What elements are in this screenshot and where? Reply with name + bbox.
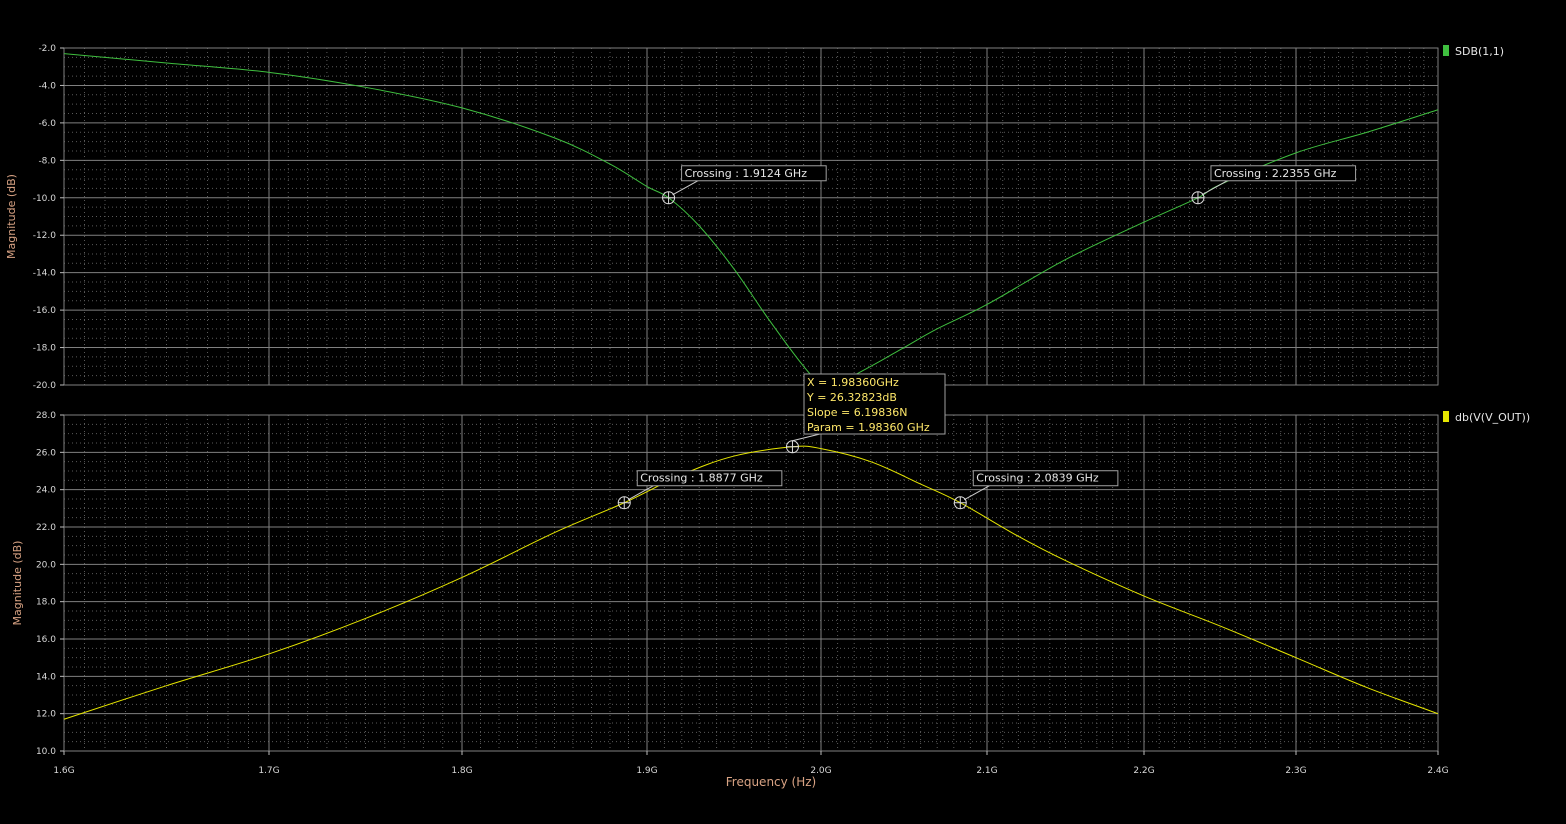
x-tick-label: 2.1G (976, 766, 997, 776)
y-tick-label: 26.0 (36, 448, 56, 458)
y-tick-label: 20.0 (36, 560, 56, 570)
y-tick-label: -14.0 (33, 269, 57, 279)
marker-readout-line: X = 1.98360GHz (807, 376, 899, 389)
annotation-box (636, 470, 783, 487)
x-tick-label: 2.3G (1285, 766, 1306, 776)
x-tick-label: 1.9G (636, 766, 657, 776)
y-tick-label: 28.0 (36, 411, 56, 421)
legend-swatch-0 (1443, 45, 1449, 56)
legend-label-0: SDB(1,1) (1455, 45, 1504, 58)
crossing-annotation: Crossing : 2.0839 GHz (976, 472, 1099, 485)
y-tick-label: 16.0 (36, 635, 56, 645)
marker-tooltip (803, 373, 946, 435)
annotation-leader (672, 179, 700, 196)
crossing-annotation: Crossing : 1.9124 GHz (685, 167, 808, 180)
x-tick-label: 1.8G (451, 766, 472, 776)
annotation-leader (628, 484, 656, 501)
y-tick-label: -18.0 (33, 344, 57, 354)
annotation-box (681, 165, 827, 182)
x-tick-label: 1.7G (258, 766, 279, 776)
y-tick-label: 22.0 (36, 523, 56, 533)
y-tick-label: -6.0 (38, 119, 56, 129)
x-tick-label: 1.6G (53, 766, 74, 776)
legend-swatch-1 (1443, 411, 1449, 422)
marker-readout-line: Param = 1.98360 GHz (807, 421, 930, 434)
marker-readout-line: Y = 26.32823dB (806, 391, 897, 404)
annotation-box (1210, 165, 1357, 182)
y-tick-label: -2.0 (38, 44, 56, 54)
y-tick-label: -20.0 (33, 381, 57, 391)
y-tick-label: 12.0 (36, 710, 56, 720)
y-tick-label: -4.0 (38, 81, 56, 91)
y-tick-label: -16.0 (33, 306, 57, 316)
y-tick-label: 18.0 (36, 598, 56, 608)
y-tick-label: -10.0 (33, 194, 57, 204)
y-axis-label: Magnitude (dB) (11, 541, 24, 626)
x-tick-label: 2.4G (1427, 766, 1448, 776)
x-tick-label: 2.0G (810, 766, 831, 776)
y-tick-label: 10.0 (36, 747, 56, 757)
x-axis-label: Frequency (Hz) (726, 775, 817, 789)
y-tick-label: -12.0 (33, 231, 57, 241)
x-tick-label: 2.2G (1133, 766, 1154, 776)
crossing-annotation: Crossing : 1.8877 GHz (640, 472, 763, 485)
marker-readout-line: Slope = 6.19836N (807, 406, 907, 419)
y-tick-label: -8.0 (38, 156, 56, 166)
annotation-leader (964, 484, 992, 501)
crossing-annotation: Crossing : 2.2355 GHz (1214, 167, 1337, 180)
y-axis-label: Magnitude (dB) (5, 174, 18, 259)
y-tick-label: 24.0 (36, 486, 56, 496)
marker-leader (792, 433, 821, 442)
series-line-1 (63, 445, 1439, 720)
legend-label-1: db(V(V_OUT)) (1455, 411, 1530, 424)
y-tick-label: 14.0 (36, 672, 56, 682)
annotation-box (972, 470, 1119, 487)
annotation-leader (1201, 179, 1230, 196)
